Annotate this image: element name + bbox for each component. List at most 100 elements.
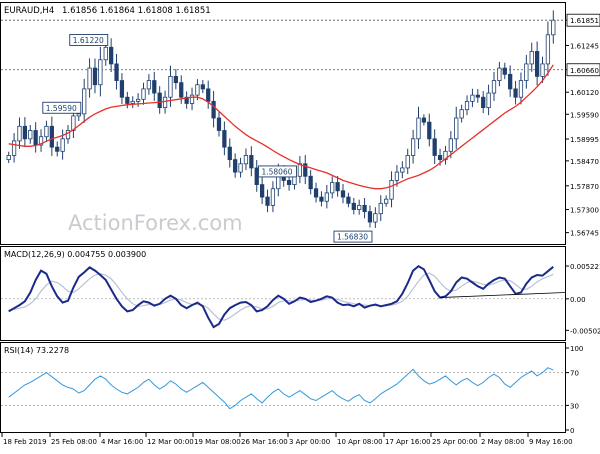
price-candle	[11, 133, 17, 163]
price-y-tick-box	[566, 63, 600, 77]
price-candle	[157, 86, 162, 114]
price-annotation-label: 1.56830	[337, 233, 368, 242]
price-annotation: 1.59590	[42, 101, 82, 114]
macd-y-tick-label: -0.005025	[570, 327, 600, 335]
price-candle	[243, 148, 249, 171]
x-axis-tick-label: 10 Apr 08:00	[337, 438, 383, 446]
price-candle	[33, 122, 38, 153]
x-axis-tick-label: 25 Apr 00:00	[432, 438, 478, 446]
moving-average-line	[8, 64, 554, 190]
price-candle	[22, 117, 27, 148]
price-candle	[319, 191, 324, 207]
price-candle	[55, 141, 60, 157]
price-candle	[540, 56, 545, 83]
price-y-tick-label: 1.60120	[570, 89, 599, 97]
rsi-line	[8, 367, 554, 410]
price-candle	[152, 71, 157, 101]
price-candle	[481, 91, 486, 114]
price-candle	[335, 176, 340, 197]
price-candle	[211, 90, 216, 128]
x-axis-tick-label: 19 Mar 08:00	[194, 438, 241, 446]
price-candle	[222, 121, 227, 156]
price-candle	[146, 74, 152, 95]
price-candle	[362, 198, 367, 219]
macd-panel-frame	[0, 246, 566, 341]
macd-trendline	[440, 292, 566, 298]
price-candle	[529, 42, 534, 72]
price-candle	[443, 145, 448, 165]
price-candle	[378, 195, 383, 222]
price-candle	[260, 176, 265, 205]
price-y-tick-label: 1.58470	[570, 158, 599, 166]
price-candle	[464, 95, 470, 116]
price-candle	[448, 131, 453, 159]
price-candle	[513, 80, 518, 105]
x-axis-tick-label: 3 Apr 00:00	[289, 438, 330, 446]
x-axis-tick-label: 18 Feb 2019	[3, 438, 47, 446]
price-y-tick-label: 1.57300	[570, 207, 599, 215]
price-panel-frame	[0, 2, 566, 245]
price-candle	[459, 104, 464, 123]
price-annotation: 1.58060	[258, 165, 297, 178]
rsi-title: RSI(14) 73.2278	[4, 346, 69, 355]
price-candle	[535, 41, 540, 86]
price-candle	[17, 117, 22, 149]
price-candle	[330, 176, 335, 199]
price-candle	[524, 54, 529, 89]
price-candle	[303, 155, 308, 185]
price-candle	[28, 125, 33, 144]
rsi-y-tick-label: 30	[570, 402, 579, 410]
price-candle	[427, 113, 432, 147]
price-y-tick-box	[566, 13, 600, 27]
price-candle	[6, 151, 11, 163]
watermark: ActionForex.com	[68, 211, 243, 235]
x-axis-tick-label: 17 Apr 16:00	[385, 438, 431, 446]
price-candle	[373, 207, 378, 228]
price-y-tick-label: 1.61245	[570, 42, 599, 50]
ohlc-values: 1.61856 1.61864 1.61808 1.61851	[62, 6, 211, 16]
price-candle	[206, 80, 211, 109]
x-axis-tick-label: 2 May 08:00	[481, 438, 525, 446]
price-candle	[313, 182, 319, 203]
price-candle	[119, 73, 125, 104]
price-candle	[60, 129, 65, 160]
price-annotation-label: 1.59590	[46, 104, 77, 113]
price-y-tick-label: 1.59590	[570, 111, 599, 119]
price-candle	[416, 106, 421, 149]
price-candle	[216, 111, 222, 137]
price-candle	[475, 89, 480, 103]
price-candle	[135, 93, 141, 107]
price-candle	[497, 61, 502, 87]
macd-y-tick-label: 0.00	[570, 296, 586, 304]
price-candle	[389, 171, 394, 208]
price-candle	[432, 129, 437, 164]
price-candle	[249, 146, 254, 177]
price-candle	[367, 205, 373, 228]
price-candle	[265, 189, 270, 213]
price-candle	[87, 58, 92, 98]
price-candle	[351, 197, 356, 215]
macd-title: MACD(12,26,9) 0.004755 0.003900	[4, 250, 146, 259]
price-candle	[92, 58, 98, 94]
price-candle	[254, 159, 259, 192]
price-candle	[405, 148, 410, 175]
x-axis-tick-label: 12 Mar 00:00	[147, 438, 194, 446]
price-candle	[470, 88, 475, 108]
price-candle	[233, 153, 238, 178]
price-candle	[49, 116, 54, 156]
macd-line	[8, 264, 554, 329]
price-candle	[502, 62, 507, 80]
price-candle	[227, 138, 232, 168]
price-candle	[324, 184, 329, 209]
rsi-y-tick-label: 0	[570, 427, 574, 435]
price-y-tick-label: 1.58995	[570, 136, 599, 144]
price-candle	[410, 129, 416, 164]
price-y-tick-label: 1.61851	[570, 17, 599, 25]
price-candle	[270, 181, 276, 213]
price-candle	[141, 82, 146, 105]
price-candle	[130, 96, 135, 109]
price-y-tick-label: 1.56745	[570, 230, 599, 238]
price-candle	[238, 157, 243, 178]
